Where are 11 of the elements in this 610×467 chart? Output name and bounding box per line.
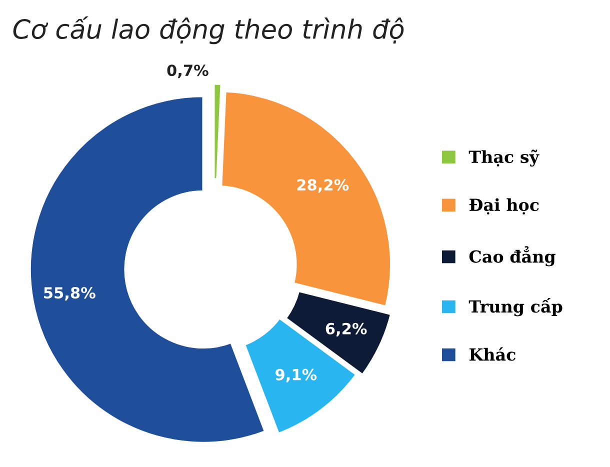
- legend-label: Cao đẳng: [469, 246, 556, 266]
- data-label: 0,7%: [167, 64, 208, 78]
- data-label: 28,2%: [297, 179, 349, 193]
- legend-label: Đại học: [469, 198, 539, 214]
- chart-title: Cơ cấu lao động theo trình độ: [13, 16, 404, 44]
- legend-label: Trung cấp: [468, 298, 562, 316]
- legend-label: Khác: [469, 347, 516, 361]
- legend-label: Thạc sỹ: [468, 150, 540, 167]
- data-label: 55,8%: [44, 287, 96, 301]
- data-label: 6,2%: [326, 322, 367, 336]
- data-label: 9,1%: [276, 368, 317, 382]
